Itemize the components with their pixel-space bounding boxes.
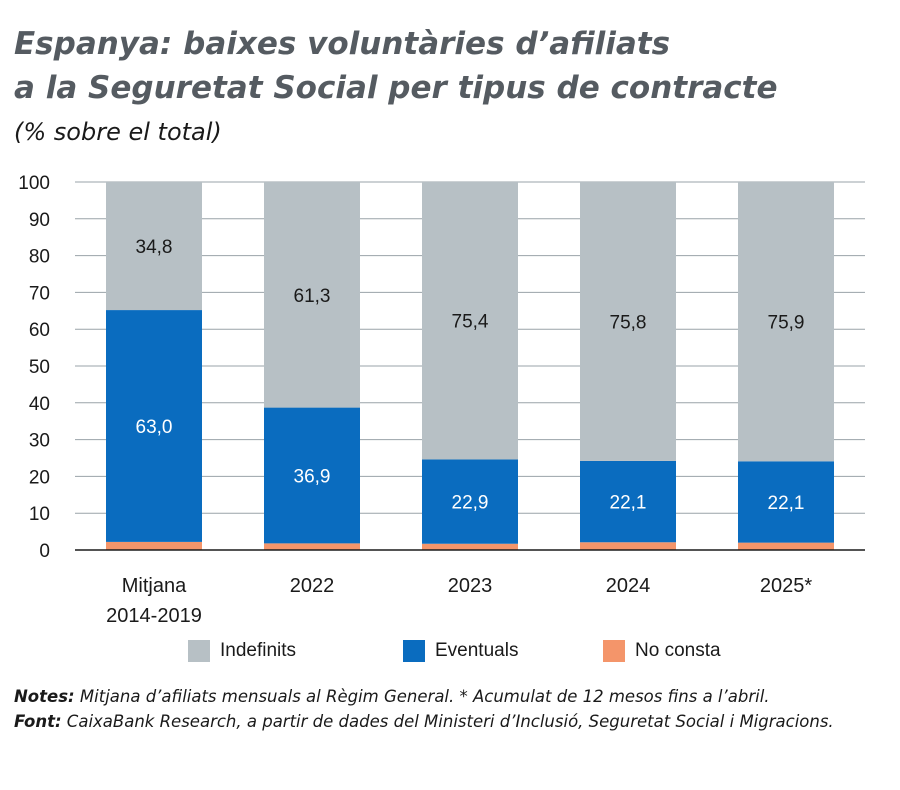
data-label: 22,1: [610, 493, 647, 514]
legend: Indefinits Eventuals No consta: [0, 640, 900, 670]
bar-segment: [264, 182, 360, 408]
bar-segment: [738, 182, 834, 462]
legend-label: Indefinits: [220, 640, 297, 661]
chart-title-line2: a la Seguretat Social per tipus de contr…: [14, 70, 778, 106]
y-tick-label: 60: [29, 320, 50, 341]
data-label: 36,9: [294, 466, 331, 487]
data-label: 75,9: [768, 313, 805, 334]
x-tick-label: 2022: [290, 575, 335, 597]
y-tick-label: 10: [29, 504, 50, 525]
y-tick-label: 80: [29, 247, 50, 268]
source-line: Font: CaixaBank Research, a partir de da…: [14, 709, 894, 734]
legend-item: Eventuals: [403, 640, 518, 662]
bar-segment: [106, 541, 202, 550]
data-label: 75,4: [452, 312, 489, 333]
bar-segment: [738, 542, 834, 550]
data-label: 22,9: [452, 493, 489, 514]
notes-text: Mitjana d’afiliats mensuals al Règim Gen…: [74, 687, 770, 706]
bar-segment: [106, 310, 202, 542]
y-tick-label: 90: [29, 210, 50, 231]
legend-swatch: [403, 640, 425, 662]
bar-segment: [422, 182, 518, 460]
data-label: 63,0: [136, 417, 173, 438]
source-text: CaixaBank Research, a partir de dades de…: [61, 712, 834, 731]
data-label: 61,3: [294, 286, 331, 307]
bar-segment: [106, 182, 202, 311]
notes-block: Notes: Mitjana d’afiliats mensuals al Rè…: [14, 684, 894, 734]
legend-item: Indefinits: [188, 640, 296, 662]
legend-label: Eventuals: [435, 640, 519, 661]
y-tick-label: 0: [39, 541, 50, 562]
bar-segment: [580, 542, 676, 550]
x-tick-label: 2014-2019: [106, 605, 202, 627]
x-tick-label: 2025*: [760, 575, 812, 597]
legend-item: No consta: [603, 640, 721, 662]
bar-segment: [580, 182, 676, 461]
bar-segment: [264, 407, 360, 544]
bar-segment: [580, 460, 676, 543]
y-tick-label: 20: [29, 467, 50, 488]
y-tick-label: 50: [29, 357, 50, 378]
legend-label: No consta: [635, 640, 721, 661]
chart-subtitle: (% sobre el total): [14, 118, 222, 146]
stacked-bar-chart: 0 10 20 30 40 50 60 70 80 90 100 63,0 34,8 Mitjana 201…: [18, 173, 865, 627]
source-label: Font:: [14, 712, 62, 731]
y-tick-label: 100: [18, 173, 50, 194]
chart-title-line1: Espanya: baixes voluntàries d’afiliats: [14, 26, 671, 62]
data-label: 34,8: [136, 237, 173, 258]
data-label: 22,1: [768, 493, 805, 514]
notes-label: Notes:: [14, 687, 75, 706]
bar-segment: [738, 461, 834, 543]
x-tick-label: 2023: [448, 575, 493, 597]
legend-swatch: [188, 640, 210, 662]
legend-swatch: [603, 640, 625, 662]
bar-segment: [264, 543, 360, 550]
y-tick-label: 70: [29, 283, 50, 304]
chart-title: Espanya: baixes voluntàries d’afiliats a…: [14, 22, 884, 110]
notes-line: Notes: Mitjana d’afiliats mensuals al Rè…: [14, 684, 894, 709]
bar-segment: [422, 543, 518, 550]
x-tick-label: Mitjana: [122, 575, 187, 597]
bar-segment: [422, 459, 518, 544]
y-tick-label: 40: [29, 394, 50, 415]
data-label: 75,8: [610, 312, 647, 333]
y-tick-label: 30: [29, 431, 50, 452]
x-tick-label: 2024: [606, 575, 651, 597]
